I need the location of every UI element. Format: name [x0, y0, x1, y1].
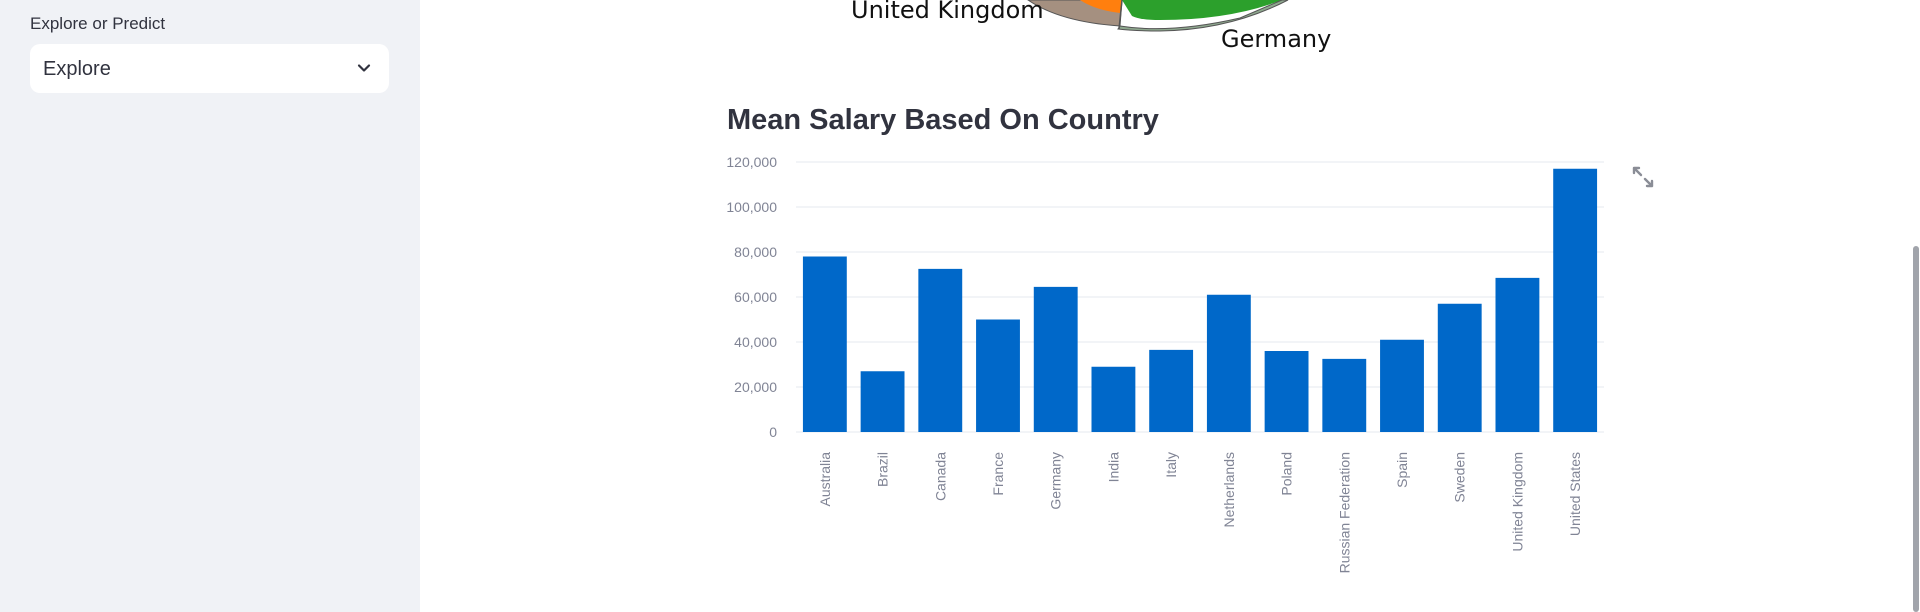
bar-italy[interactable] — [1149, 349, 1194, 432]
bar-russian-federation[interactable] — [1322, 358, 1367, 432]
bar-united-states[interactable] — [1553, 168, 1598, 432]
x-tick-label: Netherlands — [1221, 452, 1237, 528]
x-tick-label: India — [1105, 452, 1121, 483]
y-tick-label: 120,000 — [726, 154, 777, 170]
y-tick-label: 40,000 — [734, 334, 777, 350]
x-tick-label: Russian Federation — [1336, 452, 1352, 573]
pie-chart-fragment — [1027, 0, 1289, 32]
x-tick-label: United Kingdom — [1509, 452, 1525, 552]
bar-germany[interactable] — [1033, 286, 1078, 432]
pie-label-germany: Germany — [1221, 25, 1332, 53]
bar-poland[interactable] — [1264, 351, 1309, 432]
pie-label-united-kingdom: United Kingdom — [851, 0, 1044, 24]
x-tick-label: Germany — [1048, 452, 1064, 510]
bar-australia[interactable] — [802, 256, 847, 433]
x-tick-label: Spain — [1394, 452, 1410, 488]
x-tick-label: Brazil — [875, 452, 891, 487]
y-tick-label: 60,000 — [734, 289, 777, 305]
explore-predict-select[interactable]: Explore — [30, 44, 389, 93]
x-tick-label: Australia — [817, 452, 833, 507]
bar-canada[interactable] — [918, 268, 963, 432]
sidebar: Explore or Predict Explore — [0, 0, 420, 612]
x-tick-label: Italy — [1163, 452, 1179, 478]
x-tick-label: France — [990, 452, 1006, 496]
x-tick-label: Poland — [1279, 452, 1295, 496]
y-tick-label: 100,000 — [726, 199, 777, 215]
chevron-down-icon — [357, 64, 371, 72]
fullscreen-expand-icon[interactable] — [1632, 166, 1654, 188]
bar-sweden[interactable] — [1437, 303, 1482, 432]
pie-slice-orange — [1080, 0, 1122, 13]
bar-united-kingdom[interactable] — [1495, 277, 1540, 432]
bar-spain[interactable] — [1380, 339, 1424, 432]
pie-slice-gray — [1117, 0, 1289, 32]
pie-divider — [1118, 0, 1123, 30]
chart-title: Mean Salary Based On Country — [727, 104, 1159, 136]
x-tick-label: Sweden — [1452, 452, 1468, 503]
x-tick-label: Canada — [932, 452, 948, 501]
bar-india[interactable] — [1091, 366, 1136, 432]
explore-predict-label: Explore or Predict — [30, 14, 166, 33]
select-value: Explore — [43, 58, 111, 80]
y-tick-label: 80,000 — [734, 244, 777, 260]
pie-slice-green — [1122, 0, 1282, 20]
y-tick-label: 0 — [769, 424, 777, 440]
bar-netherlands[interactable] — [1206, 294, 1251, 432]
bar-brazil[interactable] — [860, 371, 905, 432]
scrollbar-thumb[interactable] — [1913, 246, 1919, 612]
bar-france[interactable] — [976, 319, 1020, 433]
x-tick-label: United States — [1567, 452, 1583, 536]
y-tick-label: 20,000 — [734, 379, 777, 395]
